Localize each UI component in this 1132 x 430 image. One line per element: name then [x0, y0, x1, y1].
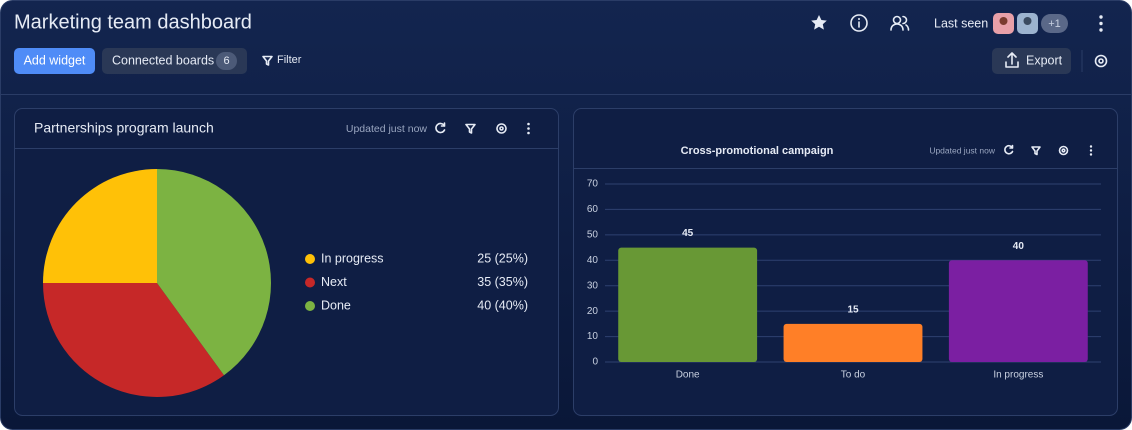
bar — [783, 323, 923, 362]
top-actions: Last seen +1 — [811, 13, 1103, 34]
info-icon[interactable] — [850, 14, 868, 32]
data-label: 15 — [847, 304, 859, 315]
kebab-menu[interactable] — [1099, 15, 1103, 32]
pie-slice — [43, 169, 157, 283]
avatar-face — [999, 17, 1008, 25]
widget-menu[interactable] — [1089, 145, 1093, 156]
y-tick-label: 50 — [587, 229, 599, 240]
connected-boards-label: Connected boards — [112, 53, 214, 67]
pie-slice — [157, 169, 271, 376]
connected-boards-button[interactable] — [102, 48, 247, 74]
y-tick-label: 70 — [587, 179, 599, 190]
export-icon — [1005, 52, 1019, 68]
dashboard-title: Marketing team dashboard — [14, 11, 252, 33]
widget-status: Updated just now — [929, 145, 996, 155]
data-label: 45 — [682, 228, 694, 239]
count-badge — [216, 52, 237, 70]
people-icon[interactable] — [890, 15, 910, 31]
widget-title: Cross-promotional campaign — [681, 145, 834, 157]
refresh-icon[interactable] — [435, 122, 446, 134]
y-tick-label: 0 — [592, 357, 598, 368]
filter-icon[interactable] — [465, 123, 476, 134]
more-viewers-badge[interactable] — [1041, 14, 1068, 33]
y-tick-label: 60 — [587, 204, 599, 215]
filter-icon[interactable] — [262, 55, 273, 66]
y-tick-label: 10 — [587, 331, 599, 342]
toolbar: Add widget Connected boards 6 Filter Exp… — [14, 48, 1108, 74]
widget-menu[interactable] — [527, 122, 530, 135]
avatar-face — [1023, 17, 1032, 25]
legend-marker — [305, 254, 315, 264]
widget-actions — [435, 122, 530, 135]
bar — [948, 260, 1088, 362]
settings-button[interactable] — [1094, 54, 1108, 68]
legend-label: In progress — [321, 251, 384, 265]
pie-chart: In progress 25 (25%) Next 35 (35%) Done 40 (4… — [43, 169, 528, 397]
legend-value: 35 (35%) — [477, 275, 528, 289]
x-tick-label: To do — [841, 370, 866, 381]
add-widget-button[interactable] — [14, 48, 95, 74]
data-label: 40 — [1013, 241, 1025, 252]
widget-actions — [1004, 144, 1093, 156]
filter-label[interactable]: Filter — [277, 54, 302, 66]
legend-value: 40 (40%) — [477, 298, 528, 312]
legend-label: Done — [321, 298, 351, 312]
last-seen-label: Last seen — [934, 16, 988, 30]
legend-marker — [305, 301, 315, 311]
count-badge-text: 6 — [223, 55, 229, 67]
x-tick-label: In progress — [993, 370, 1043, 381]
settings-icon[interactable] — [1058, 145, 1069, 156]
legend-marker — [305, 277, 315, 288]
settings-icon[interactable] — [496, 123, 507, 134]
filter-icon[interactable] — [1031, 146, 1041, 156]
export-label: Export — [1026, 53, 1063, 67]
y-tick-label: 30 — [587, 280, 599, 291]
legend-value: 25 (25%) — [477, 251, 528, 265]
more-viewers-text: +1 — [1048, 18, 1061, 30]
pie-slice — [43, 283, 225, 397]
y-tick-label: 40 — [587, 255, 599, 266]
y-tick-label: 20 — [587, 306, 599, 317]
widget-status: Updated just now — [346, 123, 428, 135]
pie-widget: Partnerships program launch Updated just… — [14, 108, 559, 416]
refresh-icon[interactable] — [1004, 144, 1014, 155]
x-tick-label: Done — [676, 370, 700, 381]
star-icon[interactable] — [811, 15, 827, 30]
bar-widget: Cross-promotional campaign Updated just … — [573, 108, 1118, 416]
legend-label: Next — [321, 275, 347, 289]
bar-chart: 0 10 20 30 40 50 60 70 45 Done 15 To do 40 In progres… — [587, 179, 1101, 381]
add-widget-label: Add widget — [24, 53, 86, 67]
widget-title: Partnerships program launch — [34, 120, 214, 136]
bar — [618, 247, 758, 362]
